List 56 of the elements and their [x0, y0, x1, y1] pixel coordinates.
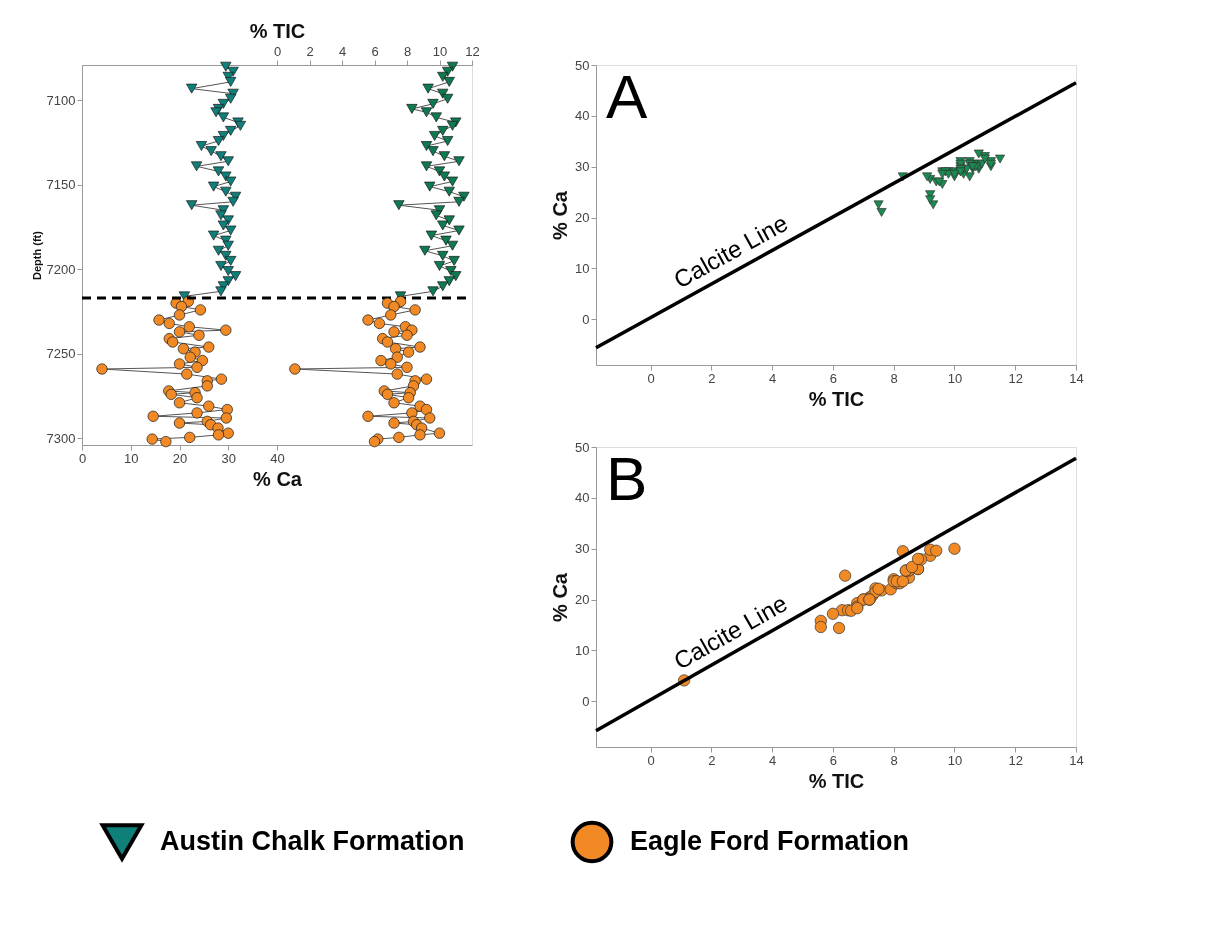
x-tick-label: 2	[708, 370, 716, 386]
y-tick-label: 10	[575, 642, 590, 658]
x-tick-label: 14	[1069, 370, 1084, 386]
y-axis-title: Depth (ft)	[30, 230, 43, 280]
x-tick-label: 40	[270, 450, 285, 466]
x-tick-label: 4	[769, 370, 777, 386]
y-tick-label: 7100	[46, 92, 76, 108]
x-tick-label: 30	[221, 450, 236, 466]
y-tick-label: 10	[575, 260, 590, 276]
x-tick-label: 8	[890, 752, 898, 768]
y-tick-label: 30	[575, 159, 590, 175]
x-axis-title: % TIC	[808, 387, 865, 410]
y-tick-label: 7150	[46, 177, 76, 193]
x2-tick-label: 0	[273, 43, 282, 59]
chart-title: A	[606, 62, 648, 131]
x-tick-label: 0	[647, 752, 655, 768]
chart-title: B	[606, 444, 648, 513]
y-tick-label: 0	[582, 311, 590, 327]
x-tick-label: 6	[829, 370, 838, 386]
x-tick-label: 0	[78, 450, 87, 466]
y-axis-title: % Ca	[549, 572, 572, 622]
x-tick-label: 12	[1008, 370, 1023, 386]
x-tick-label: 10	[947, 752, 963, 768]
y-tick-label: 50	[575, 439, 590, 455]
x-tick-label: 14	[1069, 752, 1084, 768]
y-tick-label: 20	[575, 592, 590, 608]
y-axis-title: % Ca	[549, 190, 572, 240]
y-tick-label: 40	[575, 108, 590, 124]
y-tick-label: 20	[575, 210, 590, 226]
x-tick-label: 12	[1008, 752, 1023, 768]
x-tick-label: 10	[947, 370, 963, 386]
y-tick-label: 40	[575, 490, 590, 506]
y-tick-label: 50	[575, 57, 590, 73]
x2-tick-label: 4	[338, 43, 347, 59]
x2-tick-label: 8	[403, 43, 412, 59]
x-tick-label: 2	[708, 752, 716, 768]
x-tick-label: 4	[769, 752, 777, 768]
x-tick-label: 0	[647, 370, 655, 386]
x2-tick-label: 6	[371, 43, 379, 59]
x-tick-label: 8	[890, 370, 898, 386]
x-tick-label: 6	[829, 752, 838, 768]
legend-label: Austin Chalk Formation	[160, 826, 465, 856]
x2-axis-title: % TIC	[249, 19, 306, 42]
legend-label: Eagle Ford Formation	[630, 826, 910, 856]
y-tick-label: 0	[582, 693, 590, 709]
y-tick-label: 7200	[46, 261, 76, 277]
x2-tick-label: 10	[432, 43, 448, 59]
y-tick-label: 7300	[46, 430, 76, 446]
x2-tick-label: 2	[306, 43, 314, 59]
x-tick-label: 10	[124, 450, 139, 466]
x2-tick-label: 12	[465, 43, 480, 59]
x-axis-title: % TIC	[808, 769, 865, 792]
y-tick-label: 7250	[46, 346, 76, 362]
x-tick-label: 20	[172, 450, 188, 466]
x-axis-title: % Ca	[253, 467, 303, 490]
y-tick-label: 30	[575, 541, 590, 557]
